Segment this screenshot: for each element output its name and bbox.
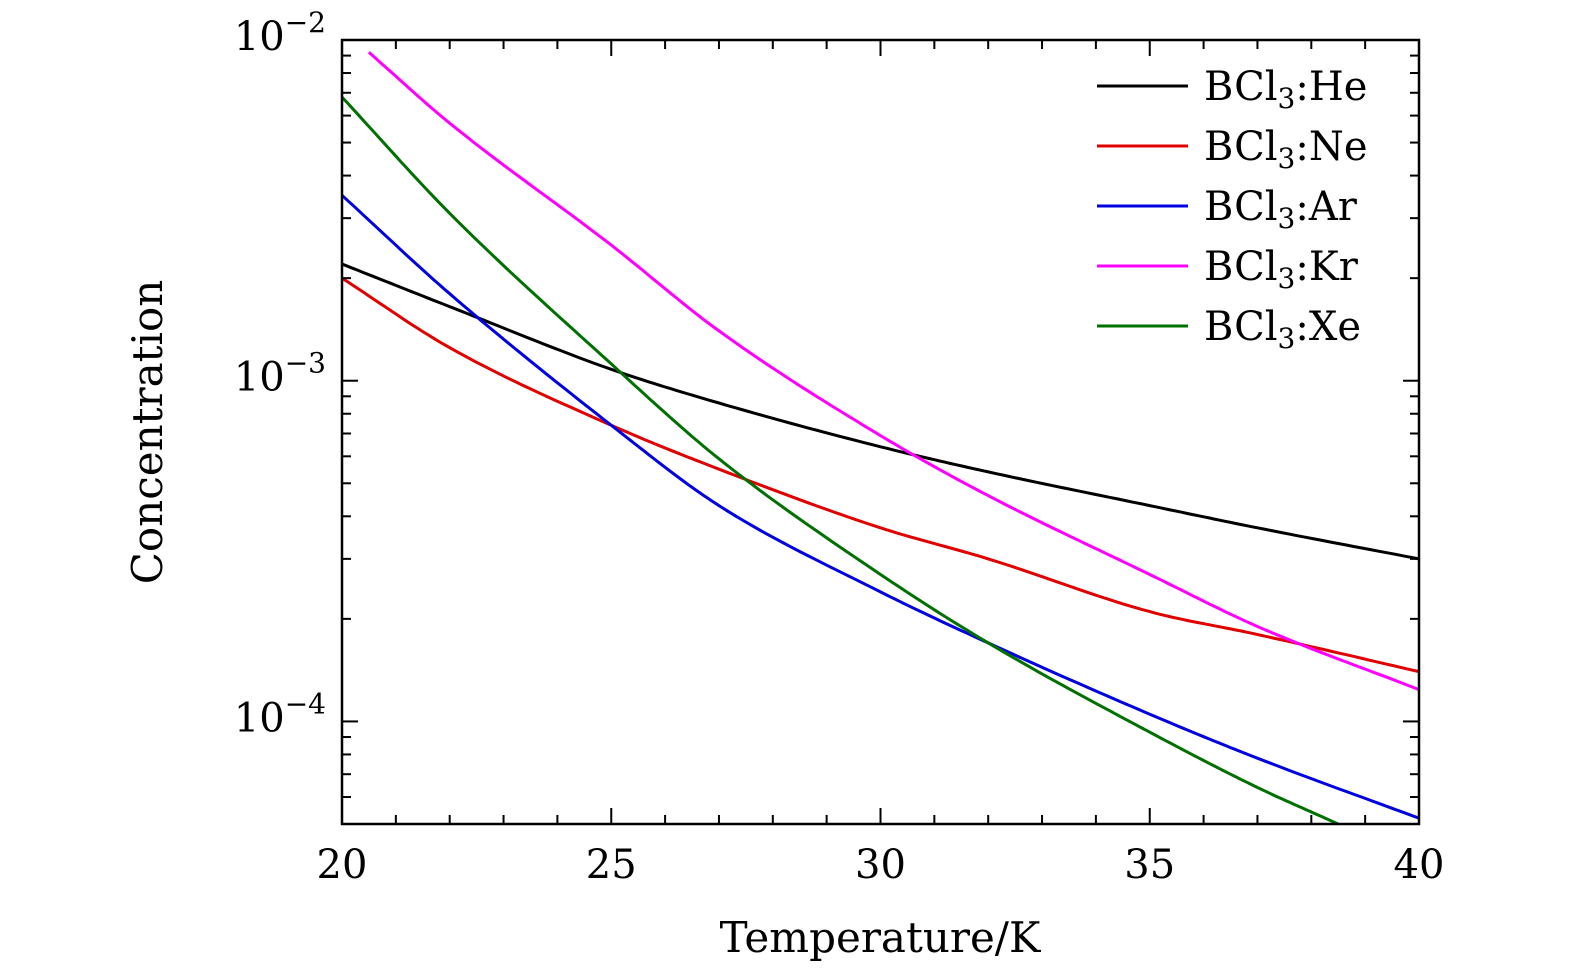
series-line-ar xyxy=(340,194,1420,820)
legend-label-subscript: 3 xyxy=(1278,262,1296,295)
legend-label-main: BCl xyxy=(1204,244,1278,290)
legend-label-main: BCl xyxy=(1204,124,1278,170)
tick-layer xyxy=(341,39,1420,825)
x-tick-label: 30 xyxy=(855,842,906,888)
series-line-ne xyxy=(341,276,1420,674)
y-tick-base: 10 xyxy=(234,14,285,60)
y-tick-exponent: −2 xyxy=(285,6,326,39)
x-axis-title: Temperature/K xyxy=(720,913,1042,962)
legend-label-subscript: 3 xyxy=(1278,202,1296,235)
y-tick-label: 10−3 xyxy=(234,347,326,401)
legend-label-subscript: 3 xyxy=(1278,142,1296,175)
y-tick-exponent: −3 xyxy=(285,347,326,380)
legend-label-main: BCl xyxy=(1204,304,1278,350)
legend-label-tail: :Xe xyxy=(1295,304,1361,350)
legend-label: BCl3:Ne xyxy=(1204,124,1368,175)
series-line-kr xyxy=(367,51,1420,692)
series-line-he xyxy=(341,262,1420,561)
legend-label: BCl3:He xyxy=(1204,64,1367,115)
series-layer xyxy=(340,51,1420,826)
legend-label-main: BCl xyxy=(1204,64,1278,110)
y-axis-title: Concentration xyxy=(123,280,172,585)
y-tick-base: 10 xyxy=(234,355,285,401)
legend-label-tail: :Ne xyxy=(1295,124,1367,170)
y-tick-base: 10 xyxy=(234,695,285,741)
legend-label-tail: :Ar xyxy=(1295,184,1357,230)
series-line-xe xyxy=(340,96,1339,826)
legend-label-subscript: 3 xyxy=(1278,82,1296,115)
y-tick-label: 10−2 xyxy=(234,6,326,60)
legend-label-subscript: 3 xyxy=(1278,322,1296,355)
legend-label-tail: :He xyxy=(1295,64,1367,110)
x-tick-label: 35 xyxy=(1124,842,1175,888)
y-tick-exponent: −4 xyxy=(285,687,326,720)
legend-label-tail: :Kr xyxy=(1295,244,1358,290)
legend-label: BCl3:Ar xyxy=(1204,184,1358,235)
legend-label: BCl3:Kr xyxy=(1204,244,1359,295)
x-tick-label: 40 xyxy=(1394,842,1445,888)
legend-label-main: BCl xyxy=(1204,184,1278,230)
x-tick-label: 20 xyxy=(317,842,368,888)
legend-label: BCl3:Xe xyxy=(1204,304,1361,355)
x-tick-label: 25 xyxy=(586,842,637,888)
y-tick-label: 10−4 xyxy=(234,687,326,741)
